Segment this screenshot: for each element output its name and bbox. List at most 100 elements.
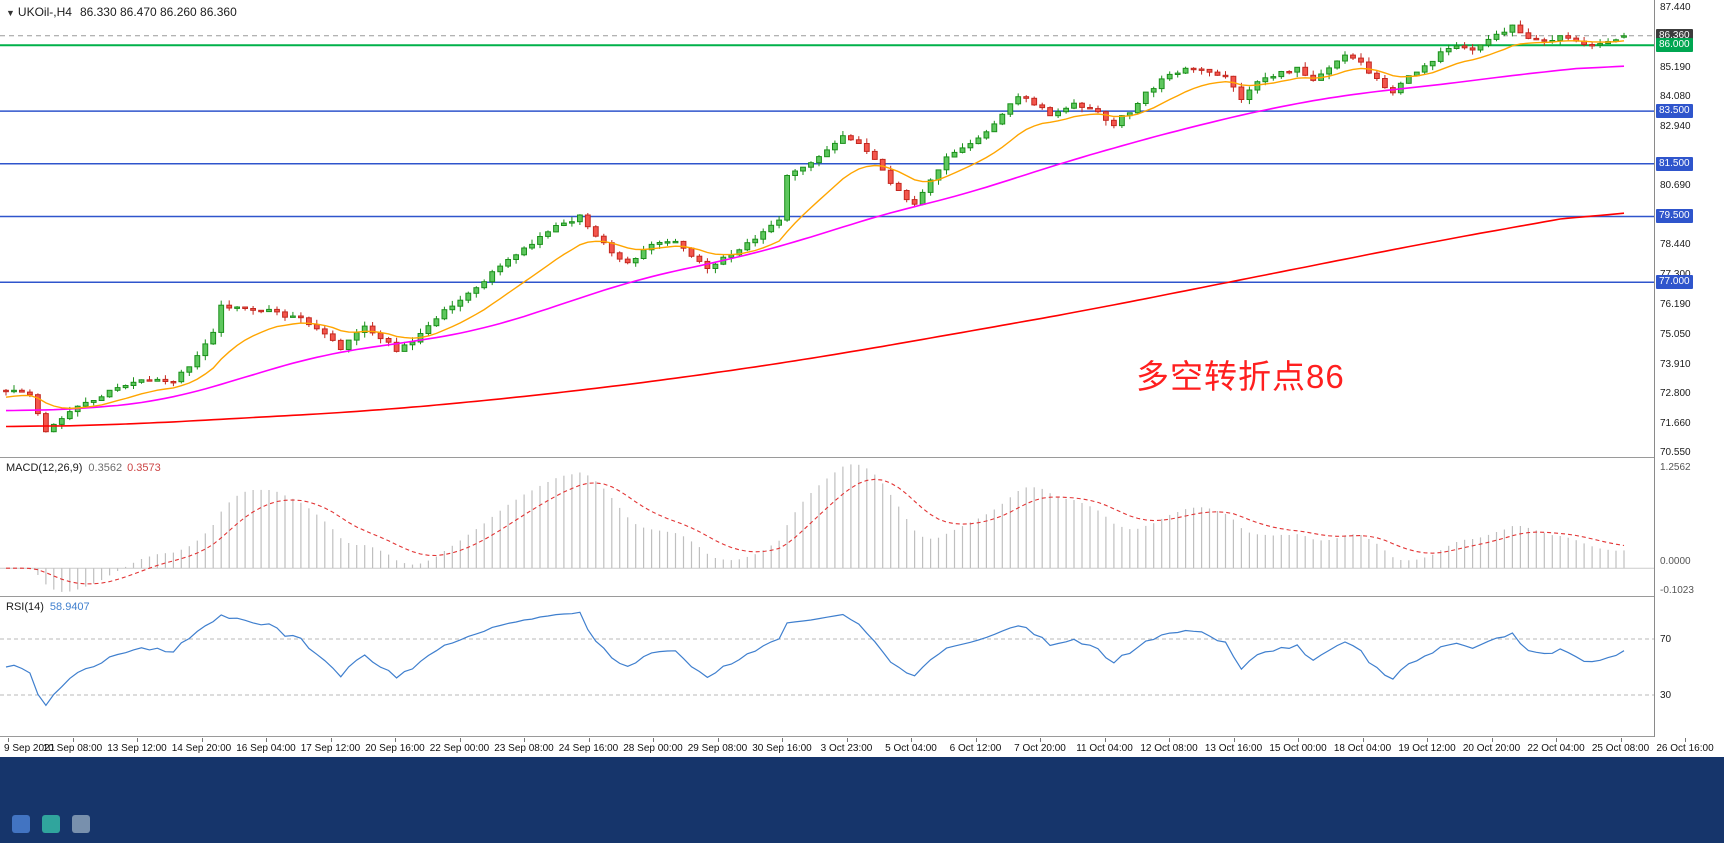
rsi-pane[interactable] — [0, 597, 1654, 737]
taskbar-icon-1[interactable] — [12, 815, 30, 833]
candle — [345, 339, 352, 351]
candle — [313, 324, 320, 330]
candle — [1007, 103, 1014, 115]
time-axis[interactable]: 9 Sep 2021 10 Sep 08:00 13 Sep 12:00 14 Sep… — [0, 737, 1724, 757]
taskbar-icon-2[interactable] — [42, 815, 60, 833]
time-label: 20 Sep 16:00 — [365, 743, 425, 754]
time-label: 22 Sep 00:00 — [429, 743, 490, 754]
candle — [1533, 37, 1540, 41]
candle — [688, 247, 695, 257]
candle — [792, 170, 799, 176]
candle — [848, 135, 854, 141]
candle — [258, 309, 265, 313]
price-axis-divider — [1654, 0, 1655, 737]
time-tick — [266, 738, 267, 742]
chart-annotation[interactable]: 多空转折点86 — [1136, 358, 1345, 395]
price-tick-label: 82.940 — [1660, 120, 1691, 132]
candle — [154, 378, 161, 382]
rsi-line — [5, 611, 1625, 707]
candle — [138, 379, 145, 383]
candle — [1374, 72, 1380, 79]
candle — [640, 249, 647, 259]
price-badge: 86.000 — [1656, 38, 1693, 53]
time-label: 19 Oct 12:00 — [1398, 743, 1456, 754]
candle — [1119, 115, 1125, 127]
candle — [210, 331, 217, 345]
price-axis[interactable]: 87.440 85.190 84.080 82.940 80.690 78.440 77.3… — [1655, 0, 1724, 737]
candle — [680, 240, 687, 249]
pane-divider[interactable] — [0, 596, 1724, 597]
candle — [1469, 47, 1476, 51]
candle — [545, 231, 551, 237]
price-tick-label: 85.190 — [1660, 61, 1691, 73]
candle — [569, 221, 575, 224]
price-tick-label: 77.300 — [1660, 269, 1691, 280]
candle — [497, 265, 504, 273]
candle — [784, 175, 791, 221]
candle — [194, 355, 201, 368]
candle — [489, 271, 496, 283]
time-label: 3 Oct 23:00 — [820, 743, 873, 754]
candle — [1405, 75, 1412, 84]
taskbar-icon-3[interactable] — [72, 815, 90, 833]
candle — [369, 325, 376, 334]
candle — [911, 199, 918, 205]
candle — [170, 381, 177, 384]
candle — [600, 235, 607, 244]
candle — [1079, 102, 1085, 108]
candle — [1461, 45, 1468, 49]
candle — [776, 219, 783, 226]
candle — [1166, 73, 1173, 80]
candle — [1222, 74, 1229, 78]
candle — [895, 182, 902, 191]
candle — [274, 308, 280, 313]
time-label: 24 Sep 16:00 — [558, 743, 619, 754]
candle — [1246, 89, 1253, 100]
candle — [242, 306, 248, 309]
pane-divider[interactable] — [0, 457, 1724, 458]
candle — [1214, 71, 1221, 76]
time-label: 6 Oct 12:00 — [949, 743, 1002, 754]
candle — [3, 389, 9, 393]
macd-pane[interactable] — [0, 458, 1654, 597]
candle — [1382, 78, 1388, 89]
time-tick — [137, 738, 138, 742]
candle — [130, 381, 137, 386]
symbol-dropdown-icon[interactable]: ▼ — [6, 8, 15, 18]
time-tick — [1491, 738, 1493, 742]
ohlc-readout: 86.330 86.470 86.260 86.360 — [79, 5, 237, 19]
price-tick-label: 72.800 — [1660, 387, 1691, 399]
time-label: 15 Oct 00:00 — [1269, 743, 1327, 754]
candle — [1557, 35, 1564, 42]
candle — [800, 166, 806, 172]
time-tick — [72, 738, 74, 742]
candle — [832, 142, 838, 151]
time-tick — [1298, 738, 1299, 742]
candle — [473, 287, 480, 294]
candle — [1262, 77, 1269, 83]
macd-signal-line — [6, 478, 1625, 585]
candle — [162, 378, 169, 382]
candle — [664, 241, 671, 244]
candle — [1589, 44, 1595, 47]
candle — [529, 243, 535, 249]
time-label: 9 Sep 2021 — [4, 743, 56, 754]
candle — [816, 156, 822, 164]
candle — [808, 162, 814, 168]
price-badge: 83.500 — [1656, 104, 1693, 119]
candle — [202, 343, 209, 357]
price-pane[interactable] — [0, 0, 1654, 458]
time-label: 11 Oct 04:00 — [1076, 743, 1133, 754]
time-tick — [1233, 738, 1235, 742]
candle — [1039, 104, 1046, 109]
candle — [863, 143, 870, 152]
candle — [1366, 61, 1372, 74]
candle — [306, 317, 312, 326]
price-tick-label: 84.080 — [1660, 90, 1691, 102]
pane-divider[interactable] — [0, 736, 1724, 737]
price-tick-label: 78.440 — [1660, 239, 1691, 251]
time-tick — [846, 738, 848, 742]
candle — [1071, 102, 1077, 109]
candle — [1158, 78, 1165, 90]
